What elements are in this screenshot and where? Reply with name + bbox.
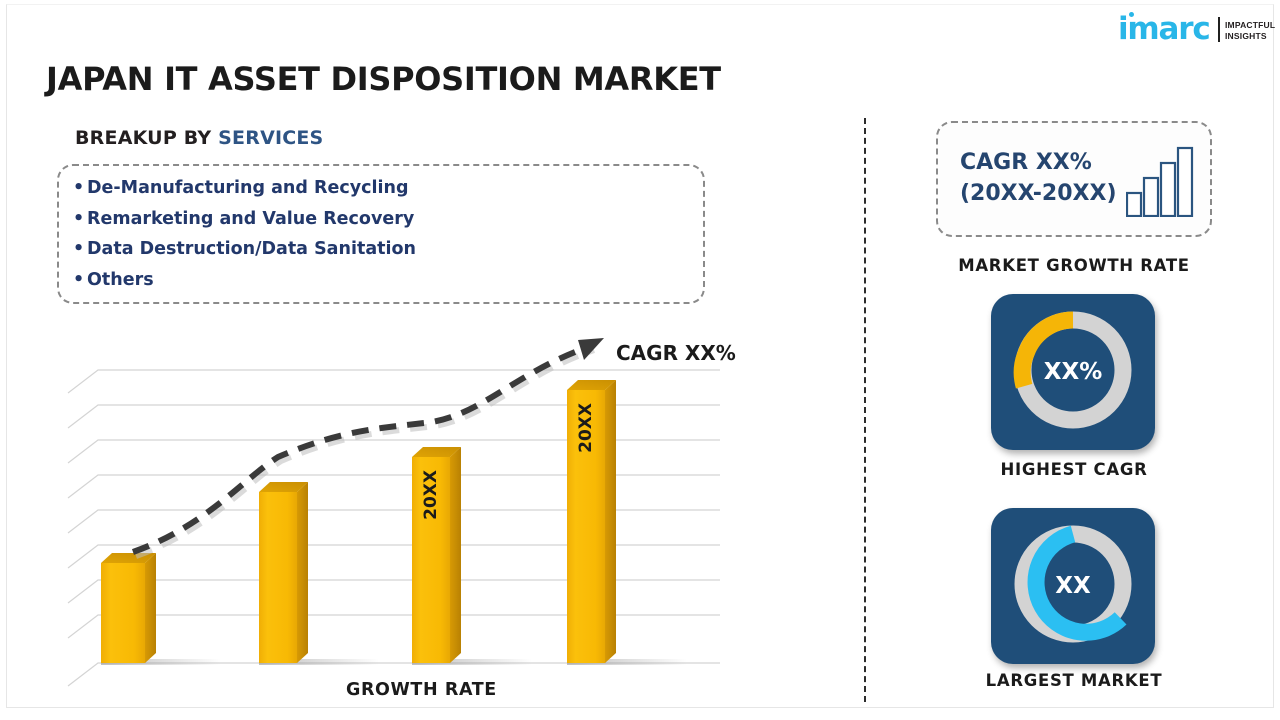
breakup-subtitle: BREAKUP BY SERVICES — [75, 127, 323, 149]
list-item-label: Data Destruction/Data Sanitation — [87, 239, 416, 259]
services-breakup-box: • De-Manufacturing and Recycling • Remarke… — [57, 164, 705, 304]
logo-wordmark: imarc — [1118, 11, 1211, 47]
bar-3-label: 20XX — [421, 470, 441, 520]
services-list: • De-Manufacturing and Recycling • Remarke… — [73, 173, 416, 295]
list-item: • Remarketing and Value Recovery — [73, 204, 416, 235]
list-item-label: De-Manufacturing and Recycling — [87, 178, 409, 198]
bar-ground-shadows — [101, 659, 687, 665]
growth-rate-bar-chart: 20XX 20XX — [46, 330, 766, 705]
bullet-icon: • — [73, 239, 85, 259]
subtitle-prefix: BREAKUP BY — [75, 127, 219, 149]
chart-canvas: 20XX 20XX — [67, 338, 720, 687]
highest-cagr-card: XX% — [991, 294, 1155, 450]
bar-1 — [101, 553, 156, 663]
chart-axis-label: GROWTH RATE — [346, 680, 497, 700]
highest-cagr-label: HIGHEST CAGR — [1000, 460, 1148, 479]
bar-3: 20XX — [412, 447, 461, 663]
list-item-label: Others — [87, 269, 154, 290]
logo-tagline-line2: INSIGHTS — [1225, 30, 1267, 41]
largest-market-donut-chart — [1014, 525, 1132, 643]
cagr-line-2: (20XX-20XX) — [960, 181, 1117, 206]
list-item-label: Remarketing and Value Recovery — [87, 208, 415, 229]
trend-line — [131, 338, 604, 559]
bar-2 — [259, 482, 308, 663]
logo-dot-icon — [1129, 12, 1134, 17]
logo-tagline: IMPACTFUL INSIGHTS — [1225, 20, 1275, 41]
imarc-logo: imarc IMPACTFUL INSIGHTS — [1118, 11, 1275, 50]
bullet-icon: • — [73, 178, 85, 198]
trend-arrowhead — [578, 338, 604, 360]
page-title: JAPAN IT ASSET DISPOSITION MARKET — [46, 60, 721, 98]
logo-divider-bar — [1218, 17, 1220, 42]
list-item: • Data Destruction/Data Sanitation — [73, 234, 416, 265]
bullet-icon: • — [73, 269, 85, 290]
largest-market-card: XX — [991, 508, 1155, 664]
bullet-icon: • — [73, 208, 85, 229]
bar-4: 20XX — [567, 380, 616, 663]
bar-4-label: 20XX — [576, 403, 596, 453]
bar-chart-icon — [1126, 146, 1194, 217]
highest-cagr-donut-chart — [1013, 311, 1132, 429]
chart-gridlines — [67, 369, 720, 687]
vertical-divider — [864, 118, 866, 702]
cagr-value-text: CAGR XX% (20XX-20XX) — [960, 147, 1117, 209]
chart-cagr-annotation: CAGR XX% — [616, 341, 736, 365]
market-growth-rate-label: MARKET GROWTH RATE — [958, 256, 1190, 275]
list-item: • De-Manufacturing and Recycling — [73, 173, 416, 204]
list-item: • Others — [73, 265, 416, 296]
cagr-line-1: CAGR XX% — [960, 150, 1092, 175]
market-growth-rate-box: CAGR XX% (20XX-20XX) — [936, 121, 1212, 237]
largest-market-label: LARGEST MARKET — [985, 671, 1163, 690]
subtitle-segment: SERVICES — [218, 127, 324, 149]
logo-tagline-line1: IMPACTFUL — [1225, 20, 1276, 30]
